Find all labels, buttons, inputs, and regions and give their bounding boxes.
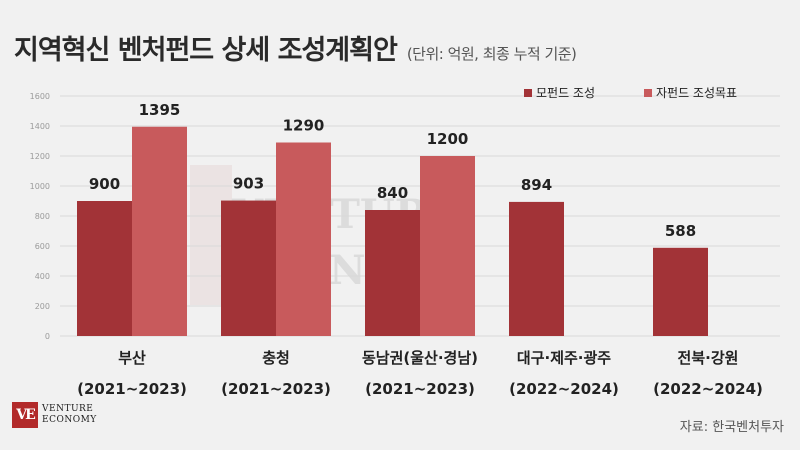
x-tick-label: 충청 <box>262 349 290 367</box>
legend-label: 자펀드 조성목표 <box>656 86 737 100</box>
data-label: 1395 <box>139 101 181 119</box>
unit-note: (단위: 억원, 최종 누적 기준) <box>406 45 577 63</box>
x-tick-label: 대구·제주·광주 <box>517 349 611 367</box>
x-tick-sublabel: (2021~2023) <box>221 380 331 398</box>
bar <box>276 142 331 336</box>
data-label: 894 <box>521 176 552 194</box>
brand-line-1: VENTURE <box>42 404 94 414</box>
brand-line-2: ECONOMY <box>42 415 97 425</box>
data-label: 903 <box>233 175 264 193</box>
data-label: 1200 <box>427 130 469 148</box>
x-tick-sublabel: (2022~2024) <box>653 380 763 398</box>
chart-title: 지역혁신 벤처펀드 상세 조성계획안 <box>14 35 398 66</box>
x-tick-label: 부산 <box>118 349 146 367</box>
y-tick-label: 800 <box>35 212 50 221</box>
bar <box>509 201 564 336</box>
y-tick-label: 1000 <box>30 182 50 191</box>
brand-logo: VE VENTURE ECONOMY <box>12 402 97 428</box>
x-tick-sublabel: (2022~2024) <box>509 380 619 398</box>
x-tick-sublabel: (2021~2023) <box>365 380 475 398</box>
data-label: 840 <box>377 184 408 202</box>
data-label: 900 <box>89 175 120 193</box>
source-note: 자료: 한국벤처투자 <box>679 420 784 435</box>
bar <box>420 156 475 336</box>
bar <box>221 200 276 336</box>
bar <box>132 126 187 336</box>
bar <box>77 201 132 336</box>
y-tick-label: 400 <box>35 272 50 281</box>
x-tick-label: 전북·강원 <box>678 349 739 367</box>
y-tick-label: 1200 <box>30 152 50 161</box>
brand-text: VENTURE ECONOMY <box>42 404 97 426</box>
y-tick-label: 1400 <box>30 122 50 131</box>
data-label: 588 <box>665 222 696 240</box>
x-tick-sublabel: (2021~2023) <box>77 380 187 398</box>
bar <box>365 210 420 336</box>
legend-swatch <box>524 89 532 97</box>
y-tick-label: 200 <box>35 302 50 311</box>
y-tick-label: 600 <box>35 242 50 251</box>
brand-mark: VE <box>12 402 38 428</box>
y-tick-label: 0 <box>45 332 50 341</box>
x-tick-label: 동남권(울산·경남) <box>362 349 478 367</box>
title-block: 지역혁신 벤처펀드 상세 조성계획안 (단위: 억원, 최종 누적 기준) <box>14 28 577 68</box>
y-tick-label: 1600 <box>30 92 50 101</box>
legend-swatch <box>644 89 652 97</box>
bar <box>653 247 708 336</box>
data-label: 1290 <box>283 117 325 135</box>
legend-label: 모펀드 조성 <box>536 86 595 100</box>
